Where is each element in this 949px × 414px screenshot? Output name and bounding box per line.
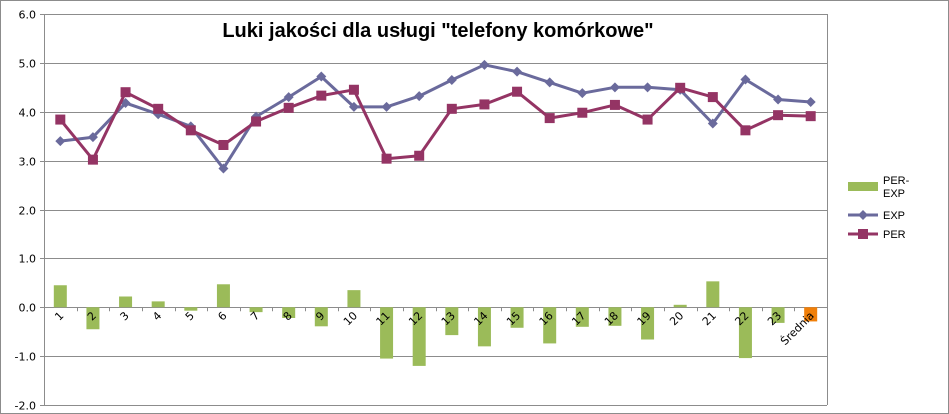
bar-per-exp [641,307,655,340]
point-per [707,92,718,103]
y-axis-ticks: 6.0 5.0 4.0 3.0 2.0 1.0 0.0 -1.0 -2.0 [15,9,36,413]
bar-per-exp [249,307,263,313]
point-exp [446,74,457,85]
legend-swatch-per-exp [848,182,878,191]
y-tick-label: 3.0 [19,156,37,169]
point-per [479,99,490,110]
bar-per-exp [151,301,165,308]
point-exp [87,132,98,143]
point-per [218,139,229,150]
point-exp [218,163,229,174]
y-tick-label: 1.0 [19,253,37,266]
bar-per-exp [53,285,67,308]
y-tick-label: -2.0 [15,400,36,413]
point-exp [544,77,555,88]
bar-per-exp [216,284,230,308]
point-per [120,87,131,98]
bar-per-exp [119,296,133,308]
point-exp [609,82,620,93]
bar-per-exp [543,307,557,344]
y-tick-label: 5.0 [19,58,37,71]
bar-per-exp [184,307,198,311]
point-per [55,114,66,125]
y-tick-label: 2.0 [19,205,37,218]
point-per [316,90,327,101]
bar-per-exp [445,307,459,336]
bar-per-exp [608,307,622,326]
bar-per-exp [412,307,426,366]
point-exp [512,66,523,77]
chart-title: Luki jakości dla usługi "telefony komórk… [222,20,653,42]
point-per [512,86,523,97]
y-tick-label: 0.0 [19,302,37,315]
point-per [740,125,751,136]
bar-per-exp [314,307,328,327]
point-exp [381,101,392,112]
bar-per-exp [477,307,491,347]
bar-per-exp [282,307,296,319]
point-exp [707,118,718,129]
bar-per-exp [738,307,752,359]
line-series [55,59,816,174]
line-exp [60,63,811,170]
point-per [185,125,196,136]
point-exp [414,91,425,102]
legend-label: EXP [883,210,905,222]
point-per [251,116,262,127]
bar-per-exp [86,307,100,330]
point-exp [55,136,66,147]
point-exp [348,101,359,112]
y-tick-label: 6.0 [19,9,37,22]
point-exp [316,71,327,82]
bar-per-exp [347,290,361,308]
bar-series [53,281,818,366]
point-per [381,153,392,164]
point-exp [577,88,588,99]
y-tick-label: 4.0 [19,107,37,120]
legend-label: PER- [883,175,910,187]
point-per [283,102,294,113]
point-per [153,103,164,114]
point-per [773,110,784,121]
point-per [544,113,555,124]
legend-label: EXP [883,188,905,200]
point-exp [773,94,784,105]
legend-marker-per [858,229,868,239]
line-per [59,86,811,162]
point-per [446,103,457,114]
bar-per-exp [510,307,524,328]
bar-per-exp [575,307,589,327]
point-exp [740,74,751,85]
y-tick-label: -1.0 [15,351,36,364]
point-per [348,84,359,95]
bar-per-exp [673,304,687,308]
point-per [609,99,620,110]
point-exp [805,96,816,107]
point-exp [479,59,490,70]
bar-per-exp [771,307,785,323]
point-per [414,150,425,161]
point-exp [283,92,294,103]
point-per [675,82,686,93]
point-exp [642,82,653,93]
point-per [577,107,588,118]
bar-per-exp [804,307,818,322]
point-per [805,111,816,122]
legend-marker-exp [858,210,868,220]
bar-per-exp [706,281,720,308]
point-per [642,114,653,125]
point-per [87,154,98,165]
gridlines [40,14,828,406]
bar-per-exp [380,307,394,359]
legend-label: PER [883,229,906,241]
